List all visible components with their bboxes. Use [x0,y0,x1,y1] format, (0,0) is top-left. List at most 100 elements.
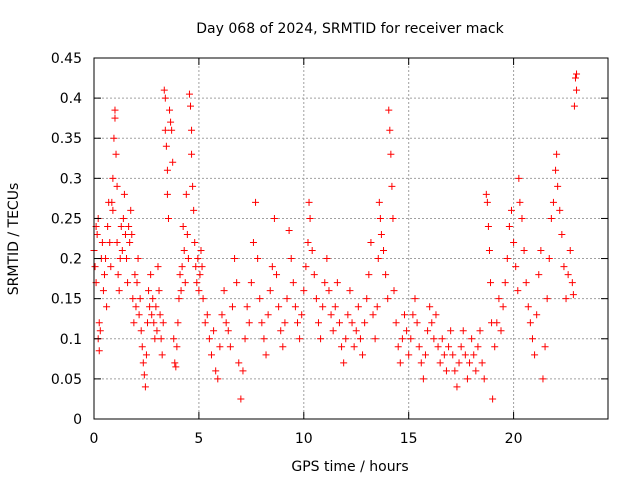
data-point [305,198,313,206]
data-point [352,327,360,335]
data-point [466,359,474,367]
data-point [139,359,147,367]
y-tick-label: 0.15 [51,292,82,308]
data-point [470,351,478,359]
data-point [430,335,438,343]
data-point [415,343,423,351]
data-point [147,271,155,279]
data-point [138,343,146,351]
data-point [195,287,203,295]
data-point [172,363,180,371]
data-point [335,319,343,327]
data-point [356,335,364,343]
data-point [419,375,427,383]
data-point [440,351,448,359]
data-point [560,263,568,271]
data-point [95,347,103,355]
data-point [185,90,193,98]
data-point [275,303,283,311]
data-point [194,255,202,263]
data-point [151,335,159,343]
data-point [113,182,121,190]
data-point [95,319,103,327]
data-point [380,247,388,255]
y-tick-label: 0.4 [60,91,82,107]
data-point [421,351,429,359]
data-point [457,343,465,351]
data-point [231,255,239,263]
data-point [541,343,549,351]
data-point [133,279,141,287]
data-point [245,319,253,327]
data-point [296,335,304,343]
data-point [552,166,560,174]
data-point [277,327,285,335]
x-tick-label: 10 [295,431,313,447]
data-point [174,319,182,327]
y-tick-label: 0.3 [60,171,82,187]
data-point [106,239,114,247]
data-point [453,383,461,391]
data-point [350,343,358,351]
data-point [136,295,144,303]
data-point [102,255,110,263]
data-point [116,255,124,263]
data-point [455,359,463,367]
data-point [254,255,262,263]
data-point [109,174,117,182]
data-point [123,255,131,263]
data-point [389,214,397,222]
data-point [314,319,322,327]
data-point [329,327,337,335]
data-point [135,311,143,319]
data-point [438,335,446,343]
data-point [346,287,354,295]
data-point [558,230,566,238]
data-point [142,351,150,359]
data-point [321,279,329,287]
data-point [390,287,398,295]
data-point [188,150,196,158]
data-point [520,247,528,255]
data-point [224,327,232,335]
data-point [222,319,230,327]
data-point [487,279,495,287]
data-point [514,287,522,295]
data-point [153,327,161,335]
data-point [499,303,507,311]
data-point [451,367,459,375]
data-point [156,311,164,319]
x-tick-label: 15 [400,431,418,447]
data-point [159,319,167,327]
data-point [367,239,375,247]
data-point [207,351,215,359]
data-point [571,74,579,82]
data-point [111,114,119,122]
data-point [149,295,157,303]
data-point [331,303,339,311]
data-point [163,190,171,198]
y-tick-label: 0.35 [51,131,82,147]
data-point [150,319,158,327]
data-point [109,206,117,214]
data-point [158,351,166,359]
data-point [131,271,139,279]
plot-frame [93,57,609,420]
data-point [93,230,101,238]
data-point [354,303,362,311]
data-point [114,271,122,279]
data-point [279,343,287,351]
data-point [549,198,557,206]
data-point [103,303,111,311]
data-point [171,359,179,367]
data-point [388,182,396,190]
data-point [132,303,140,311]
y-tick-label: 0.05 [51,372,82,388]
data-point [369,311,377,319]
data-point [168,126,176,134]
data-point [140,371,148,379]
data-point [216,343,224,351]
data-point [237,395,245,403]
data-point [196,271,204,279]
data-point [468,335,476,343]
